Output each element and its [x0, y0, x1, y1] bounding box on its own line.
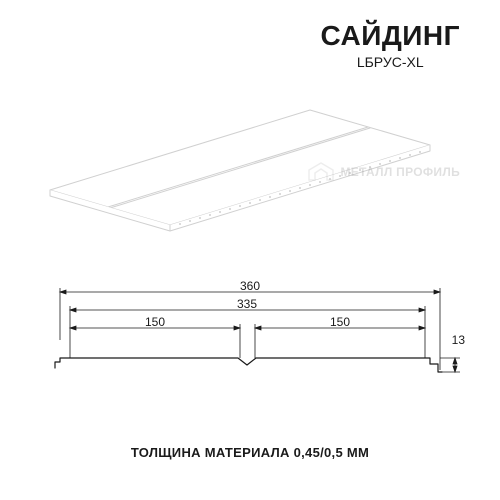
product-title: САЙДИНГ	[320, 20, 460, 52]
product-model: LБРУС-XL	[320, 54, 460, 70]
tech-svg: 360 335 150 150 13	[30, 280, 470, 400]
material-thickness: ТОЛЩИНА МАТЕРИАЛА 0,45/0,5 ММ	[0, 445, 500, 460]
dim-13: 13	[452, 333, 466, 347]
technical-drawing: 360 335 150 150 13	[30, 280, 470, 400]
dim-335: 335	[237, 297, 257, 311]
dim-360: 360	[240, 280, 260, 293]
dim-150-right: 150	[330, 315, 350, 329]
watermark: МЕТАЛЛ ПРОФИЛЬ	[307, 160, 460, 184]
watermark-logo-icon	[307, 160, 335, 184]
watermark-text: МЕТАЛЛ ПРОФИЛЬ	[341, 165, 460, 179]
title-block: САЙДИНГ LБРУС-XL	[320, 20, 460, 70]
dim-150-left: 150	[145, 315, 165, 329]
